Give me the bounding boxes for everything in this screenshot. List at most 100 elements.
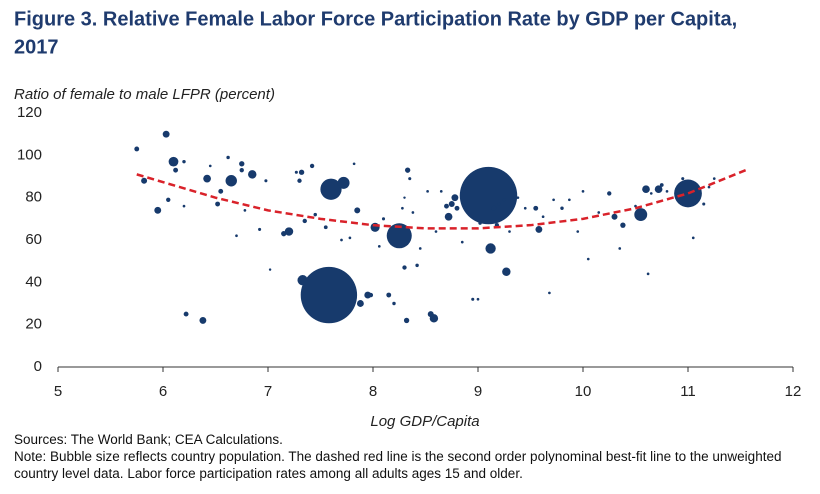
- x-axis-label: Log GDP/Capita: [370, 413, 479, 430]
- y-tick-label: 60: [25, 231, 42, 248]
- bubble: [476, 297, 480, 301]
- bubble: [348, 236, 352, 240]
- bubble: [134, 146, 140, 152]
- x-tick-label: 9: [474, 383, 482, 400]
- bubble: [340, 238, 343, 242]
- y-tick-label: 0: [34, 358, 42, 375]
- bubble: [607, 191, 612, 196]
- chart-title: Figure 3. Relative Female Labor Force Pa…: [14, 8, 737, 30]
- bubble: [646, 272, 650, 276]
- bubble: [451, 194, 459, 202]
- bubble: [448, 201, 455, 207]
- x-tick-label: 6: [159, 383, 167, 400]
- bubble: [674, 179, 702, 208]
- bubble: [642, 185, 650, 194]
- bubble: [402, 265, 407, 270]
- bubble: [337, 176, 350, 189]
- y-tick-label: 40: [25, 273, 42, 290]
- bubble: [173, 167, 179, 173]
- bubble: [597, 211, 601, 214]
- bubble: [439, 189, 443, 193]
- fit-line: [136, 168, 747, 230]
- bubble: [649, 192, 653, 195]
- bubble: [702, 202, 706, 206]
- bubble: [415, 263, 419, 268]
- bubble: [225, 175, 237, 187]
- bubble: [620, 222, 626, 228]
- bubble: [298, 169, 305, 175]
- bubble: [665, 189, 669, 193]
- bubble: [239, 167, 244, 173]
- bubble: [300, 266, 358, 324]
- bubble: [386, 223, 412, 249]
- bubble: [248, 170, 257, 179]
- bubble: [586, 257, 590, 261]
- bubble: [568, 198, 571, 202]
- bubble: [168, 156, 179, 167]
- bubble: [548, 291, 551, 295]
- x-tick-label: 12: [785, 383, 802, 400]
- bubble: [497, 202, 501, 206]
- bubble: [533, 205, 539, 211]
- bubble: [426, 189, 429, 193]
- bubble: [485, 243, 496, 254]
- x-tick-label: 5: [54, 383, 62, 400]
- bubble: [581, 189, 585, 193]
- x-tick-label: 10: [575, 383, 592, 400]
- bubble: [203, 174, 211, 183]
- bubble: [654, 185, 663, 194]
- bubble: [294, 170, 298, 174]
- bubble: [429, 314, 439, 323]
- bubble: [218, 188, 224, 194]
- bubble: [408, 177, 412, 181]
- chart-title: 2017: [14, 36, 59, 58]
- bubble: [208, 164, 212, 168]
- bubble: [352, 162, 356, 166]
- bubble: [471, 297, 475, 301]
- bubble: [302, 218, 307, 224]
- bubble: [356, 300, 364, 307]
- y-tick-label: 100: [17, 146, 42, 163]
- bubble: [323, 225, 328, 230]
- bubble: [401, 206, 404, 210]
- bubble: [695, 196, 698, 200]
- bubble: [491, 205, 497, 211]
- chart: Figure 3. Relative Female Labor Force Pa…: [14, 8, 802, 430]
- bubble: [552, 198, 555, 202]
- bubble: [320, 178, 342, 200]
- x-tick-label: 8: [369, 383, 377, 400]
- bubble: [364, 291, 372, 299]
- bubble: [243, 209, 247, 212]
- note: Note: Bubble size reflects country popul…: [14, 449, 782, 481]
- bubble: [182, 204, 186, 208]
- bubble: [268, 268, 272, 271]
- y-tick-label: 120: [17, 104, 42, 121]
- bubble: [508, 230, 511, 233]
- bubble: [313, 212, 317, 217]
- bubble: [434, 230, 438, 233]
- bubble: [634, 208, 648, 222]
- bubble: [386, 292, 392, 298]
- bubble: [154, 206, 162, 214]
- bubble: [411, 211, 415, 214]
- bubble: [392, 301, 396, 306]
- bubble: [284, 227, 294, 236]
- bubble: [707, 185, 711, 189]
- bubble: [264, 179, 268, 183]
- bubble: [297, 178, 302, 183]
- bubble: [502, 198, 506, 202]
- bubble: [377, 245, 381, 248]
- bubble: [239, 161, 245, 167]
- x-tick-label: 11: [680, 383, 696, 400]
- bubble: [618, 247, 622, 250]
- bubble: [516, 196, 520, 200]
- bubble: [162, 130, 170, 138]
- bubble: [368, 292, 374, 298]
- bubble: [611, 213, 618, 220]
- bubble: [403, 196, 406, 199]
- bubble: [258, 227, 262, 231]
- x-tick-label: 7: [264, 383, 272, 400]
- bubble: [381, 217, 386, 221]
- bubble: [235, 234, 238, 238]
